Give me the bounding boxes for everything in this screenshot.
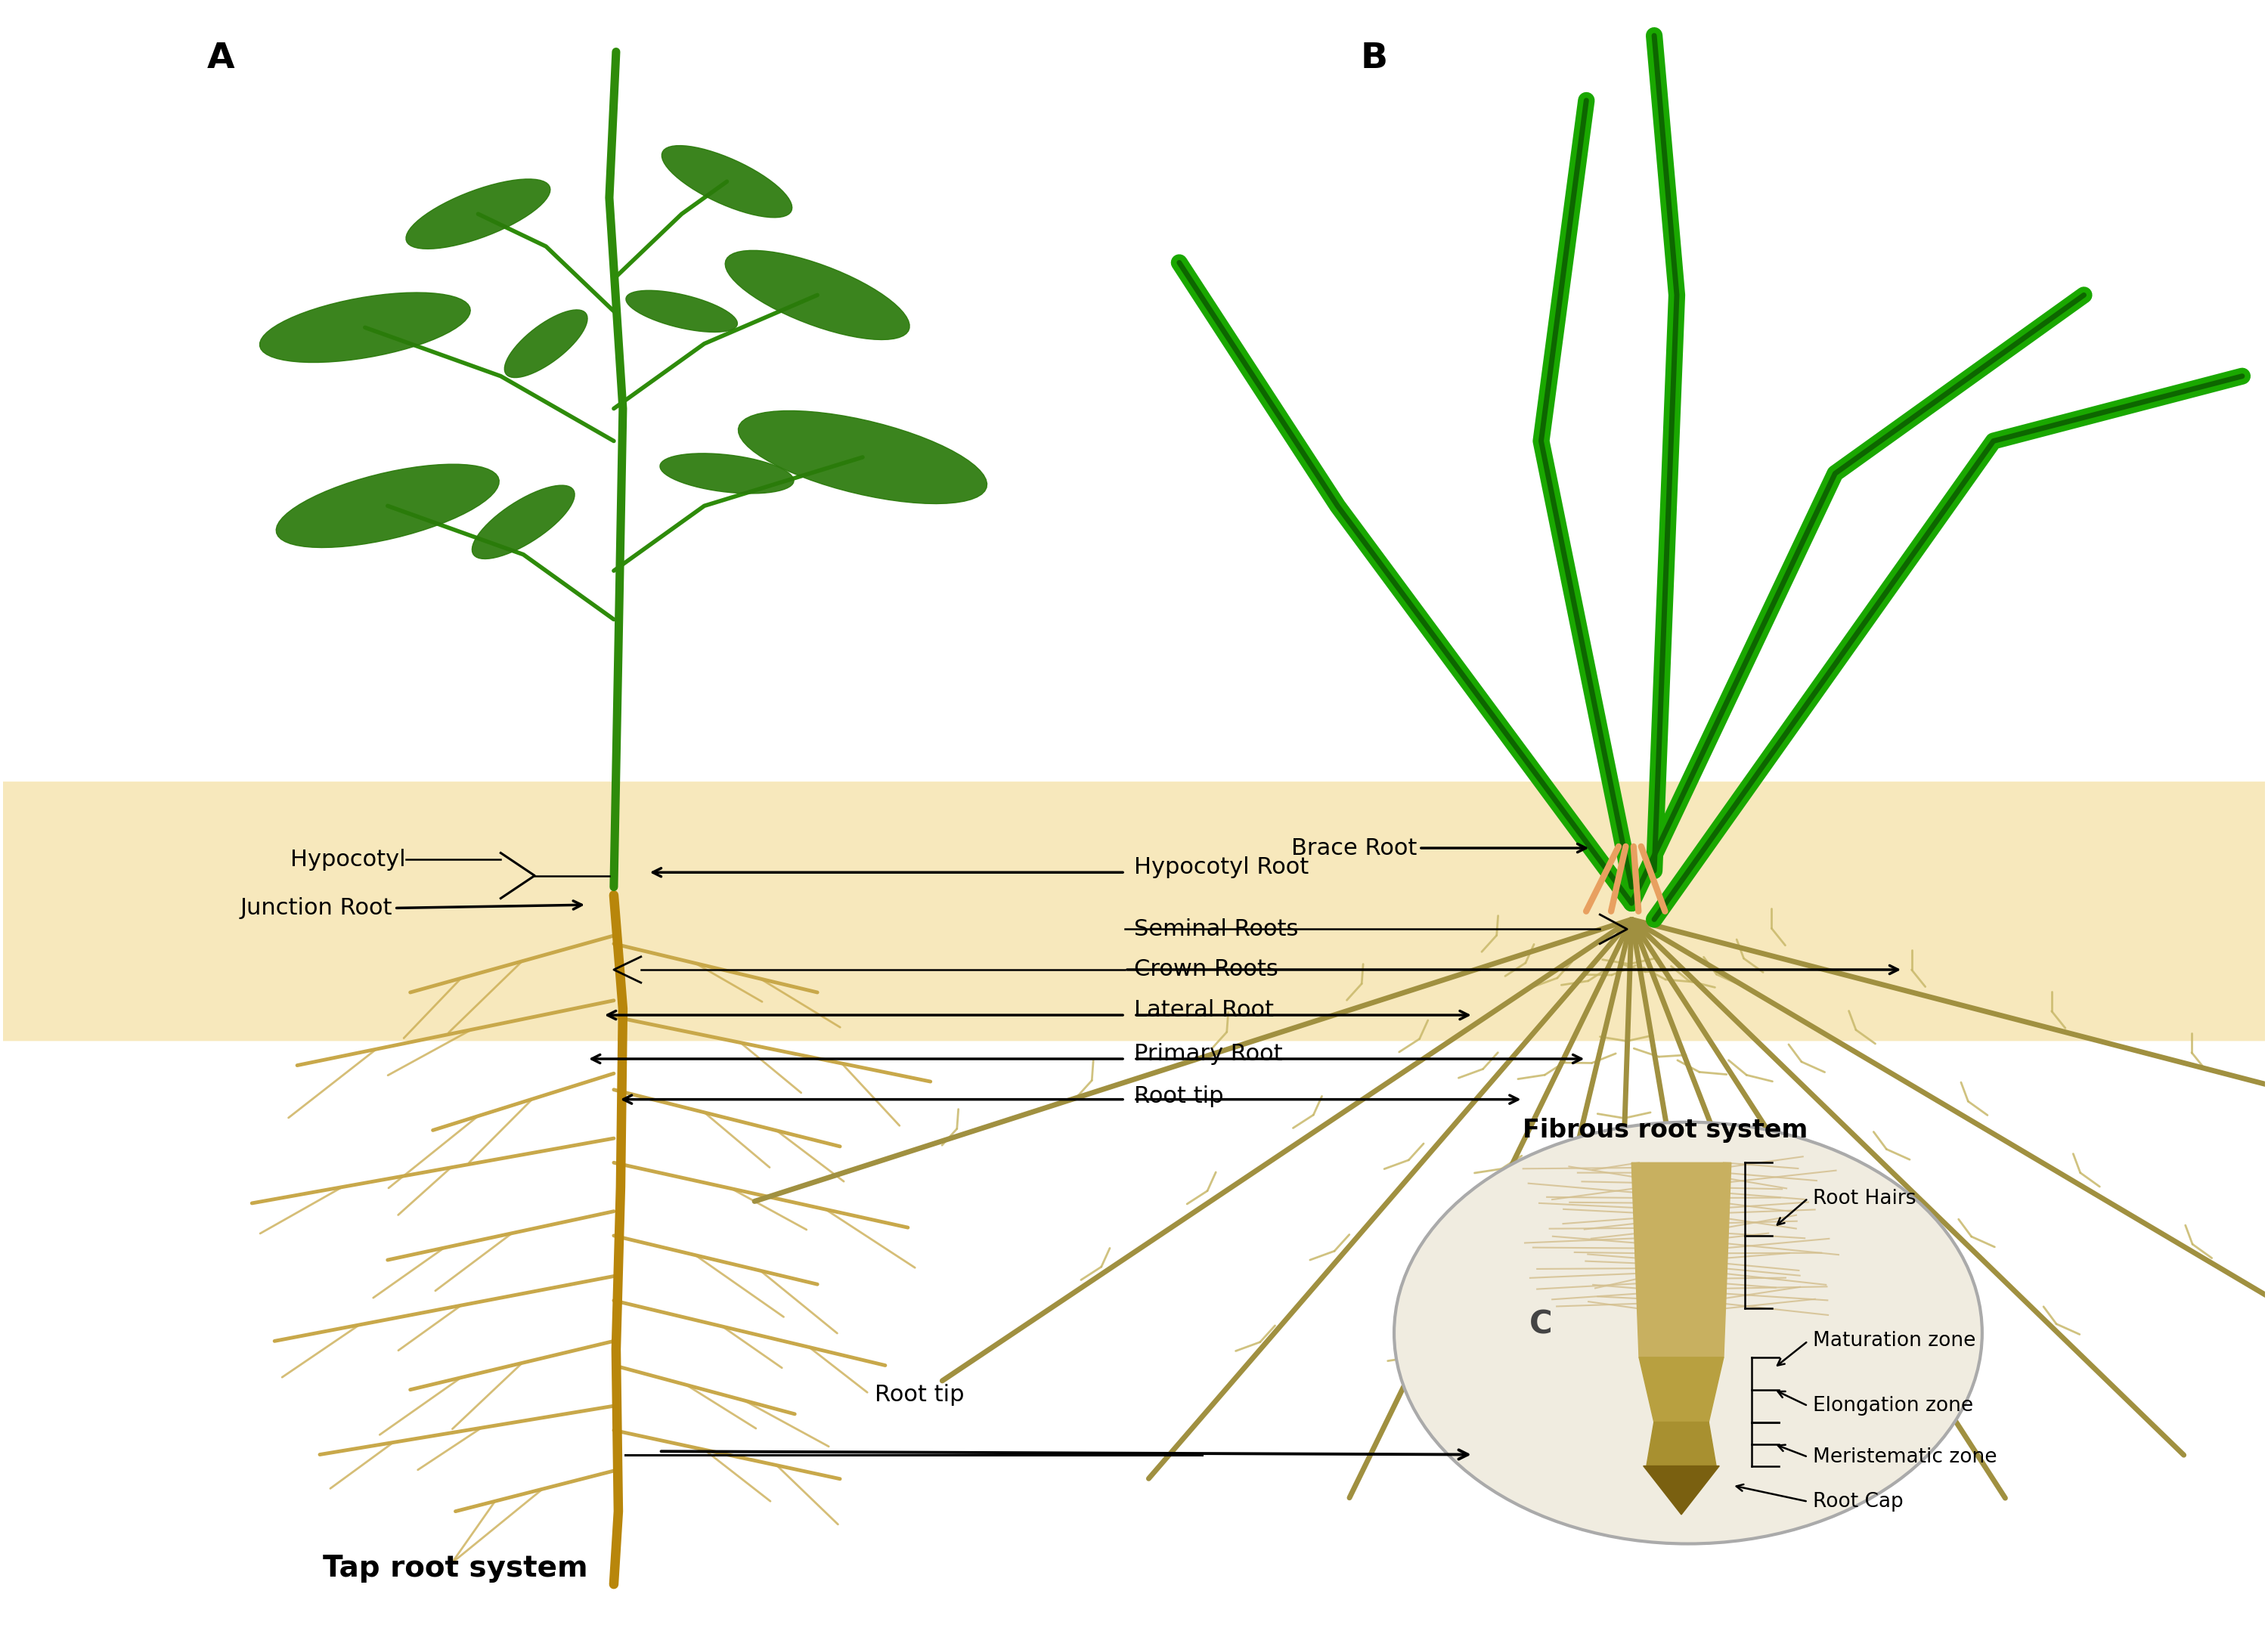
Polygon shape [277,464,499,547]
Polygon shape [726,251,909,340]
Polygon shape [626,290,737,332]
Polygon shape [261,293,469,363]
Text: Fibrous root system: Fibrous root system [1522,1118,1808,1143]
Polygon shape [1647,1423,1717,1465]
Text: Root tip: Root tip [1134,1086,1225,1107]
Polygon shape [472,485,574,558]
Circle shape [1395,1122,1982,1543]
Text: Junction Root: Junction Root [240,897,392,920]
Text: Elongation zone: Elongation zone [1812,1397,1973,1416]
Text: Primary Root: Primary Root [1134,1044,1284,1065]
Text: A: A [206,42,234,75]
Text: Lateral Root: Lateral Root [1134,1000,1275,1021]
Text: Crown Roots: Crown Roots [1134,959,1279,980]
Polygon shape [406,179,551,249]
Polygon shape [737,410,987,503]
Text: Hypocotyl Root: Hypocotyl Root [1134,856,1309,879]
Text: C: C [1529,1309,1554,1341]
Text: B: B [1361,42,1388,75]
FancyBboxPatch shape [0,781,2268,1040]
Text: Maturation zone: Maturation zone [1812,1332,1975,1351]
Polygon shape [1644,1465,1719,1514]
Text: Seminal Roots: Seminal Roots [1134,918,1297,939]
Polygon shape [1640,1358,1724,1423]
Polygon shape [1631,1162,1730,1358]
Text: Meristematic zone: Meristematic zone [1812,1447,1996,1467]
Polygon shape [662,145,792,218]
Text: Brace Root: Brace Root [1290,837,1418,860]
Polygon shape [660,453,794,493]
Text: Hypocotyl: Hypocotyl [290,848,406,871]
Text: Root tip: Root tip [875,1384,964,1405]
Polygon shape [503,309,587,378]
Text: Root Cap: Root Cap [1812,1491,1903,1511]
Text: Root Hairs: Root Hairs [1812,1188,1916,1208]
Text: Tap root system: Tap root system [322,1553,587,1582]
